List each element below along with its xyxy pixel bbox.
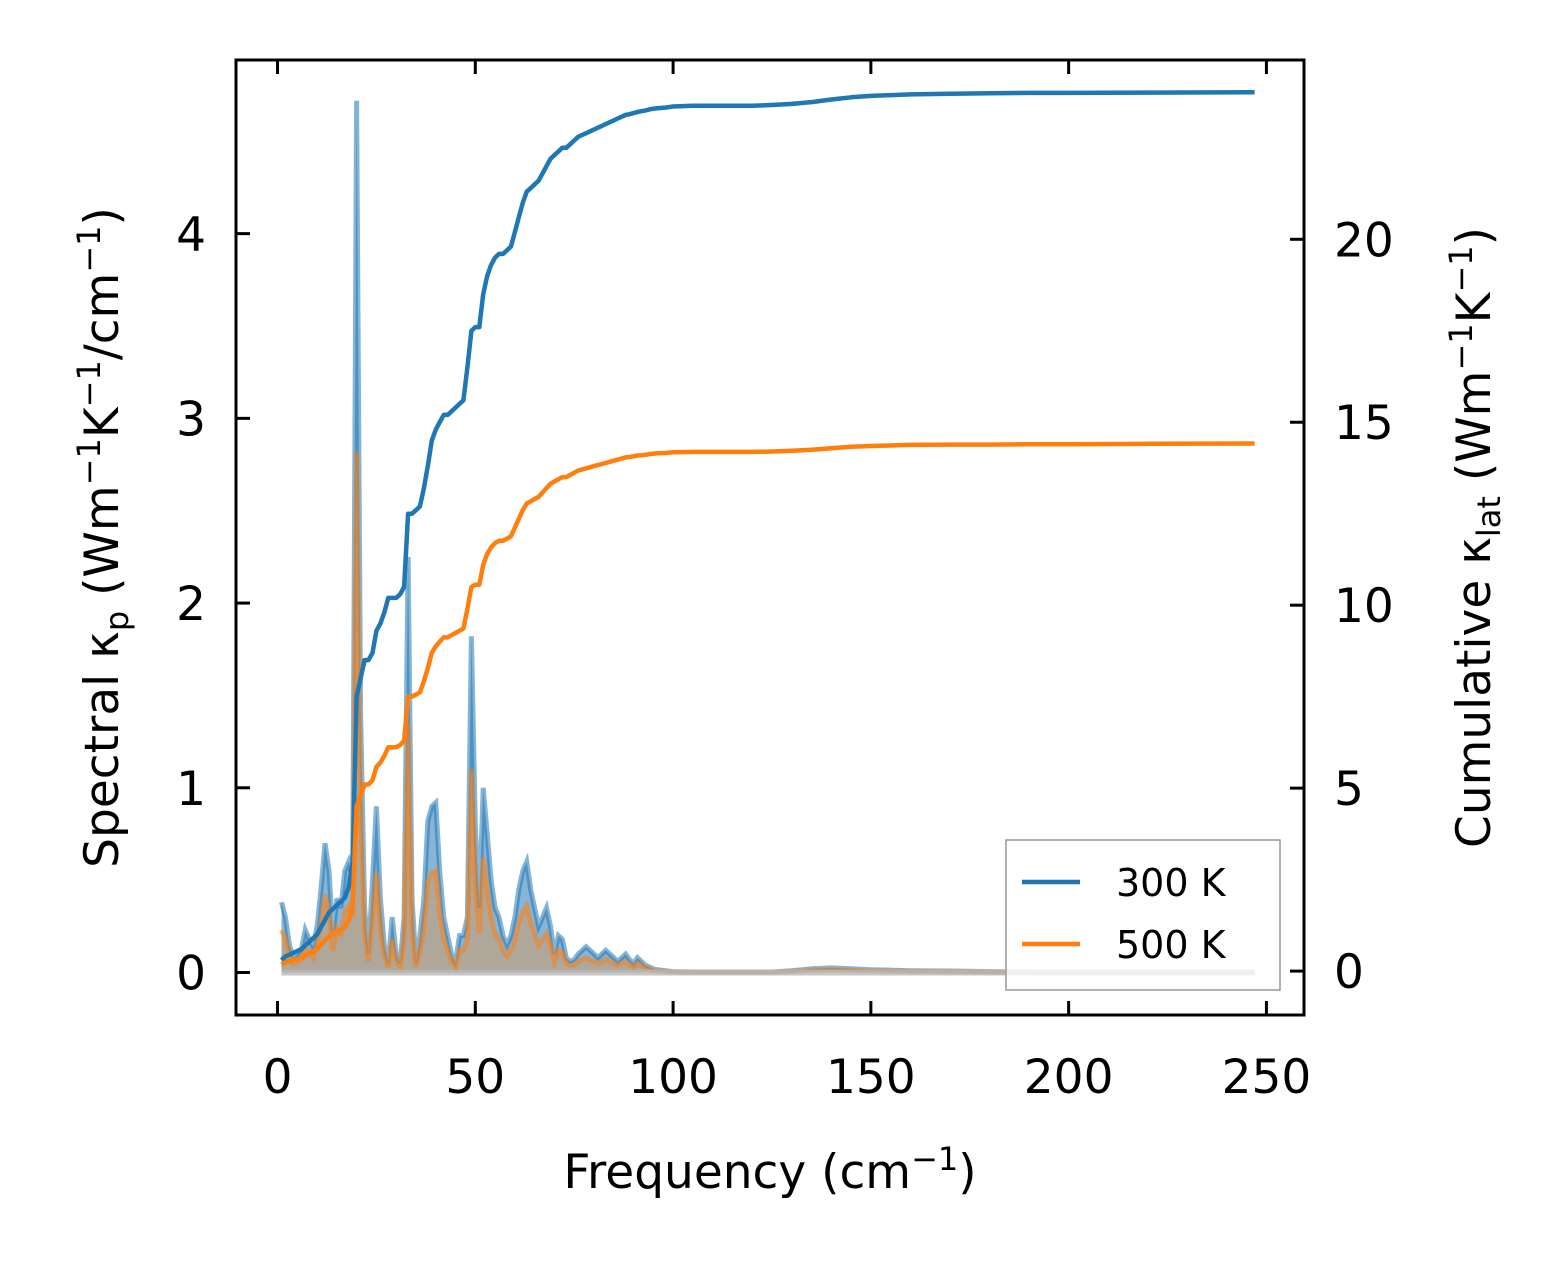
y-left-axis-label: Spectral κp (Wm−1K−1/cm−1): [70, 207, 136, 868]
y-right-tick-label: 20: [1334, 213, 1394, 268]
x-tick-label: 250: [1222, 1050, 1312, 1105]
legend-label-300k: 300 K: [1116, 861, 1227, 905]
legend-label-500k: 500 K: [1116, 923, 1227, 967]
y-right-tick-label: 5: [1334, 762, 1364, 817]
y-right-tick-label: 0: [1334, 945, 1364, 1000]
legend-box: [1005, 839, 1281, 991]
y-right-tick-label: 10: [1334, 579, 1394, 634]
y-left-tick-label: 1: [176, 762, 206, 817]
legend: 300 K 500 K: [1005, 839, 1281, 991]
y-left-tick-label: 3: [176, 392, 206, 447]
x-tick-label: 50: [445, 1050, 505, 1105]
y-left-tick-label: 2: [176, 577, 206, 632]
tick-layer: 0 50 100 150 200 250 0 1 2 3 4 0 5 10 15 20: [176, 60, 1394, 1105]
cumulative-line-300k: [279, 89, 1255, 962]
axis-label-layer: Frequency (cm−1) Spectral κp (Wm−1K−1/cm−…: [70, 207, 1508, 1200]
plot-frame: [234, 58, 1306, 1017]
x-tick-label: 100: [628, 1050, 718, 1105]
y-right-axis-label: Cumulative κlat (Wm−1K−1): [1442, 227, 1508, 848]
cumulative-line-500k: [280, 441, 1255, 967]
y-right-tick-label: 15: [1334, 396, 1394, 451]
y-left-tick-label: 0: [176, 947, 206, 1002]
y-left-tick-label: 4: [176, 208, 206, 263]
x-tick-label: 0: [263, 1050, 293, 1105]
x-tick-label: 200: [1024, 1050, 1114, 1105]
x-tick-label: 150: [826, 1050, 916, 1105]
cumulative-line-layer: [279, 89, 1255, 967]
x-axis-label: Frequency (cm−1): [563, 1140, 976, 1200]
